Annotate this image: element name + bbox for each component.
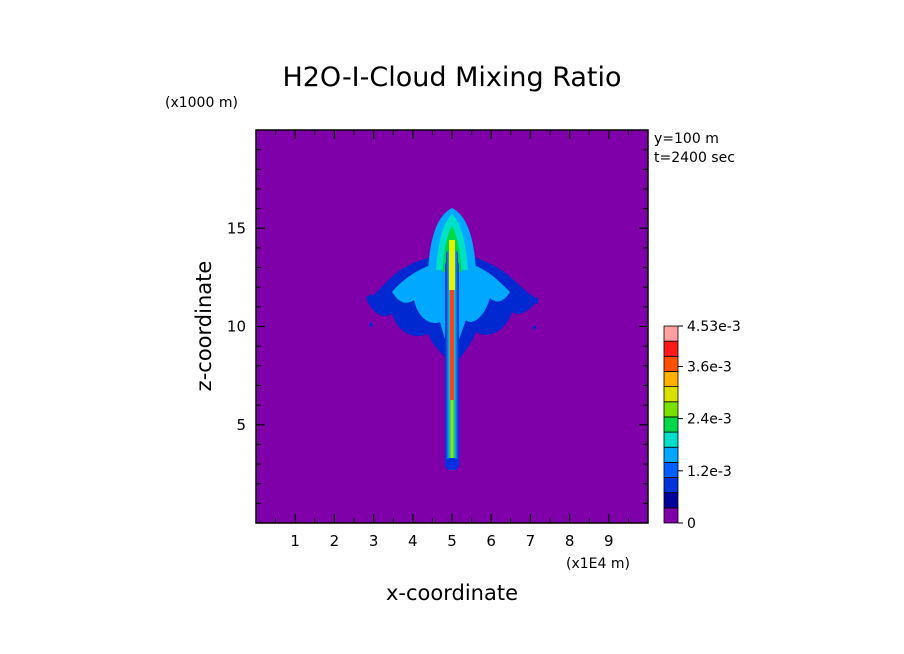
column-base xyxy=(446,458,458,470)
colorbar-segment xyxy=(663,461,679,478)
colorbar-segment xyxy=(663,416,679,433)
x-tick-label: 8 xyxy=(565,532,575,550)
colorbar-segment xyxy=(663,446,679,463)
cloud-contours xyxy=(366,208,538,470)
colorbar-segment xyxy=(663,492,679,509)
anvil-left-fragment xyxy=(366,294,374,327)
x-axis-label: x-coordinate xyxy=(386,581,518,605)
chart-title: H2O-I-Cloud Mixing Ratio xyxy=(282,62,621,93)
y-tick-label: 15 xyxy=(227,219,246,237)
colorbar-segment xyxy=(663,507,679,524)
colorbar-tick-label: 2.4e-3 xyxy=(687,412,732,428)
x-tick-label: 6 xyxy=(486,532,496,550)
y-unit-label: (x1000 m) xyxy=(165,95,238,111)
colorbar-labels: 0 1.2e-3 2.4e-3 3.6e-3 4.53e-3 xyxy=(678,319,741,532)
colorbar-tick-label: 0 xyxy=(687,516,696,532)
colorbar-tick-label: 1.2e-3 xyxy=(687,464,732,480)
x-tick-label: 4 xyxy=(408,532,418,550)
annotation-t: t=2400 sec xyxy=(654,150,735,166)
colorbar-segment xyxy=(663,386,679,403)
y-tick-label: 5 xyxy=(236,416,246,434)
colorbar-segment xyxy=(663,325,679,342)
colorbar xyxy=(663,325,679,524)
x-tick-label: 9 xyxy=(604,532,614,550)
updraft-core-yellow xyxy=(449,240,455,290)
colorbar-segment xyxy=(663,401,679,418)
y-axis-ticks: 5 10 15 xyxy=(227,149,648,504)
y-tick-label: 10 xyxy=(227,318,246,336)
updraft-core xyxy=(450,290,454,400)
x-tick-label: 7 xyxy=(526,532,536,550)
x-tick-label: 5 xyxy=(447,532,457,550)
x-axis-ticks: 1 2 3 4 5 6 7 8 9 xyxy=(275,130,629,550)
colorbar-segment xyxy=(663,340,679,357)
y-axis-label: z-coordinate xyxy=(192,261,216,392)
x-unit-label: (x1E4 m) xyxy=(566,556,630,572)
colorbar-segment xyxy=(663,371,679,388)
x-tick-label: 1 xyxy=(290,532,300,550)
colorbar-segment xyxy=(663,355,679,372)
anvil-right-fragment xyxy=(532,297,538,329)
annotation-y: y=100 m xyxy=(654,131,719,147)
x-tick-label: 3 xyxy=(369,532,379,550)
colorbar-tick-label: 3.6e-3 xyxy=(687,359,732,375)
colorbar-segment xyxy=(663,431,679,448)
colorbar-segment xyxy=(663,477,679,494)
colorbar-tick-label: 4.53e-3 xyxy=(687,319,741,335)
x-tick-label: 2 xyxy=(330,532,340,550)
